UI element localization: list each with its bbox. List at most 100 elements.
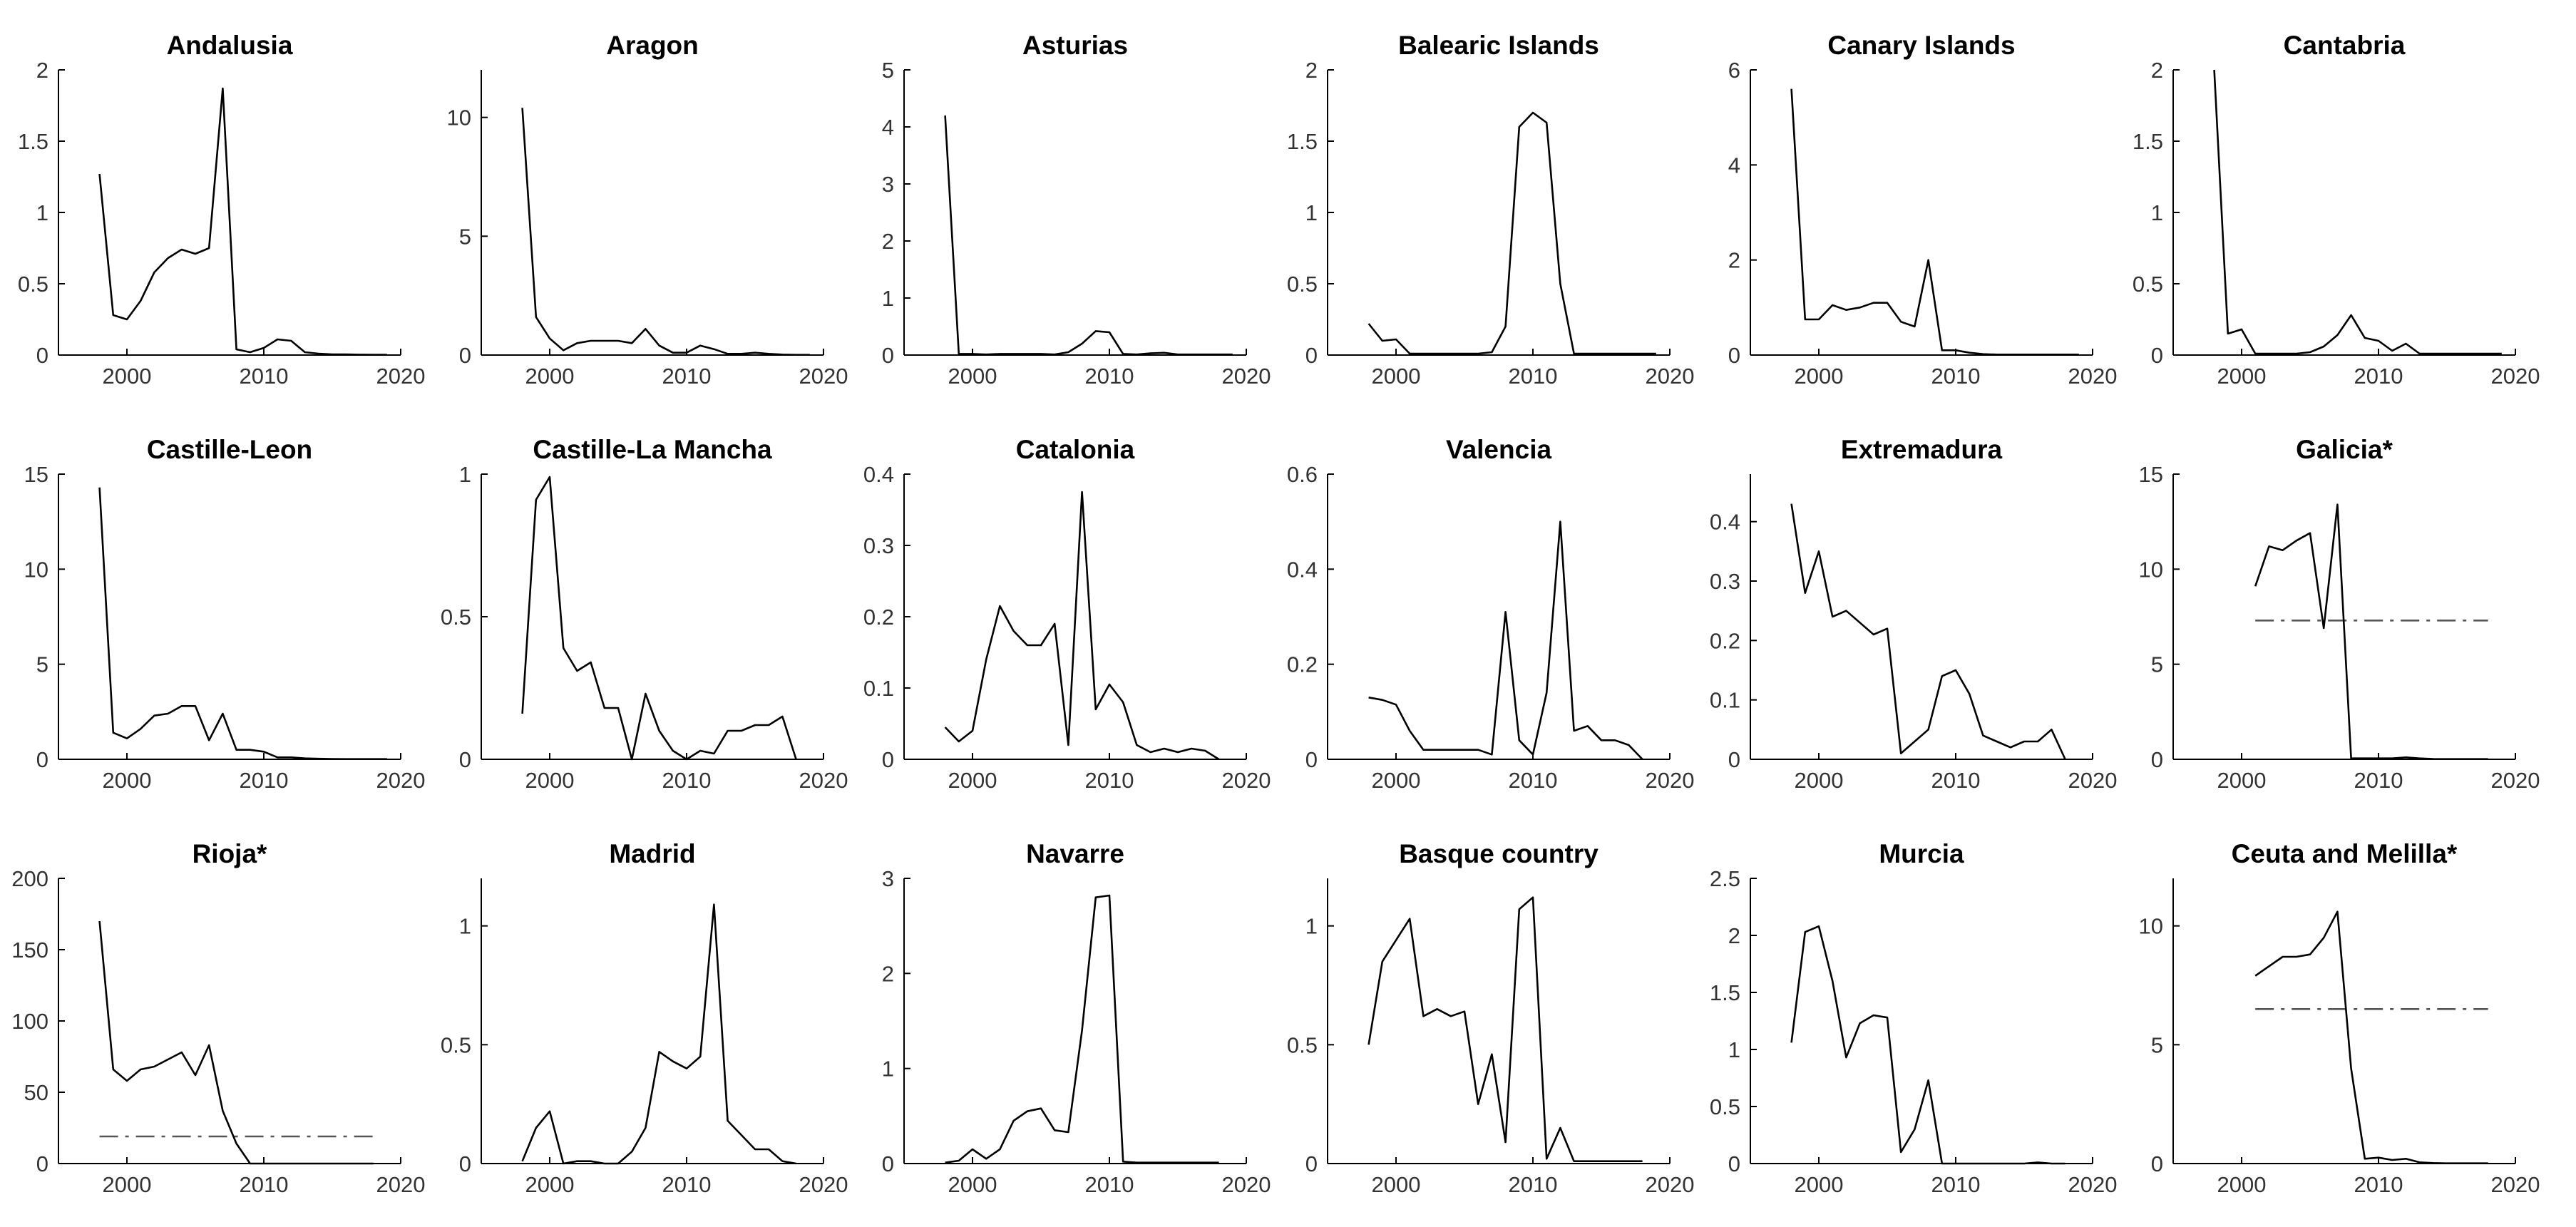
panel-title: Balearic Islands [1398,31,1599,60]
x-tick-label: 2010 [662,364,712,389]
panel-title: Murcia [1879,839,1964,868]
x-tick-label: 2010 [240,364,289,389]
panel-title: Catalonia [1016,435,1135,464]
x-tick-label: 2010 [1509,364,1558,389]
y-tick-label: 2.5 [1710,866,1740,891]
x-tick-label: 2020 [1646,768,1695,793]
y-tick-label: 0.2 [1287,652,1318,677]
panel-1: Aragon 0 5 10 2000 2010 2020 [447,31,848,389]
series-line [2254,503,2488,760]
y-tick-label: 2 [1305,58,1318,83]
series-line [1367,896,1643,1162]
y-tick-label: 0 [459,747,471,772]
y-tick-label: 2 [1728,923,1740,948]
x-tick-label: 2010 [240,1172,289,1197]
x-tick-label: 2010 [2354,768,2403,793]
x-tick-label: 2000 [1795,768,1844,793]
panel-title: Navarre [1026,839,1124,868]
series-line [98,87,387,356]
x-tick-label: 2000 [525,1172,575,1197]
y-tick-label: 1.5 [1287,129,1318,154]
y-tick-label: 0 [2151,343,2163,368]
panel-title: Castille-La Mancha [533,435,772,464]
x-tick-label: 2000 [948,364,997,389]
x-tick-label: 2000 [2217,768,2267,793]
panel-title: Extremadura [1841,435,2003,464]
series-line [98,487,387,760]
x-tick-label: 2020 [2491,768,2540,793]
y-tick-label: 1 [36,200,48,225]
y-tick-label: 0.4 [1287,557,1318,582]
panel-0: Andalusia 0 0.5 1 1.5 2 2000 2010 2020 [18,31,426,389]
y-tick-label: 0.5 [1287,272,1318,297]
x-tick-label: 2020 [1222,364,1271,389]
panel-15: Basque country 0 0.5 1 2000 2010 2020 [1287,839,1695,1197]
y-tick-label: 0.3 [1710,569,1740,594]
panel-title: Basque country [1399,839,1599,868]
x-tick-label: 2020 [376,364,426,389]
panel-title: Andalusia [167,31,293,60]
x-tick-label: 2000 [1795,1172,1844,1197]
x-tick-label: 2010 [1085,364,1134,389]
panel-12: Rioja* 0 50 100 150 200 2000 2010 2020 [11,839,425,1197]
y-tick-label: 1 [1305,200,1318,225]
y-tick-label: 0 [2151,747,2163,772]
x-tick-label: 2020 [799,768,848,793]
panel-8: Catalonia 0 0.1 0.2 0.3 0.4 2000 2010 2020 [863,435,1271,793]
x-tick-label: 2010 [662,768,712,793]
panel-6: Castille-Leon 0 5 10 15 2000 2010 2020 [24,435,426,793]
y-tick-label: 1.5 [1710,980,1740,1005]
y-tick-label: 2 [36,58,48,83]
y-tick-label: 10 [2139,557,2163,582]
panel-9: Valencia 0 0.2 0.4 0.6 2000 2010 2020 [1287,435,1695,793]
y-tick-label: 0 [882,747,894,772]
y-tick-label: 0 [882,343,894,368]
y-tick-label: 5 [2151,1032,2163,1057]
x-tick-label: 2010 [1931,364,1981,389]
x-tick-label: 2000 [525,768,575,793]
x-tick-label: 2000 [1372,1172,1421,1197]
y-tick-label: 0.4 [1710,510,1740,535]
panel-title: Castille-Leon [147,435,312,464]
y-tick-label: 0.1 [1710,688,1740,713]
x-tick-label: 2000 [948,1172,997,1197]
series-line [944,115,1233,356]
series-line [945,894,1219,1164]
x-tick-label: 2020 [1646,364,1695,389]
y-tick-label: 0.1 [863,676,894,701]
y-tick-label: 1 [459,914,471,939]
x-tick-label: 2000 [2217,1172,2267,1197]
series-line [521,108,810,356]
y-tick-label: 0.2 [1710,628,1740,653]
y-tick-label: 1 [882,1057,894,1082]
y-tick-label: 1 [882,286,894,311]
x-tick-label: 2020 [2068,1172,2118,1197]
y-tick-label: 0.6 [1287,462,1318,487]
y-tick-label: 0 [1728,343,1740,368]
series-line [2213,69,2502,355]
y-tick-label: 15 [24,462,48,487]
x-tick-label: 2000 [103,768,152,793]
y-tick-label: 0.5 [441,605,471,630]
series-line [1790,88,2079,356]
y-tick-label: 0 [1728,1151,1740,1176]
y-tick-label: 0 [2151,1151,2163,1176]
y-tick-label: 2 [882,229,894,254]
y-tick-label: 0 [1728,747,1740,772]
x-tick-label: 2000 [1372,364,1421,389]
x-tick-label: 2010 [1509,768,1558,793]
panel-2: Asturias 0 1 2 3 4 5 2000 2010 2020 [882,31,1271,389]
x-tick-label: 2020 [799,364,848,389]
x-tick-label: 2000 [525,364,575,389]
y-tick-label: 2 [2151,58,2163,83]
x-tick-label: 2000 [1795,364,1844,389]
panel-title: Cantabria [2284,31,2406,60]
x-tick-label: 2010 [1931,1172,1981,1197]
y-tick-label: 1 [2151,200,2163,225]
series-line [1367,111,1656,355]
series-line [1368,520,1643,760]
y-tick-label: 3 [882,172,894,197]
panel-title: Canary Islands [1827,31,2015,60]
